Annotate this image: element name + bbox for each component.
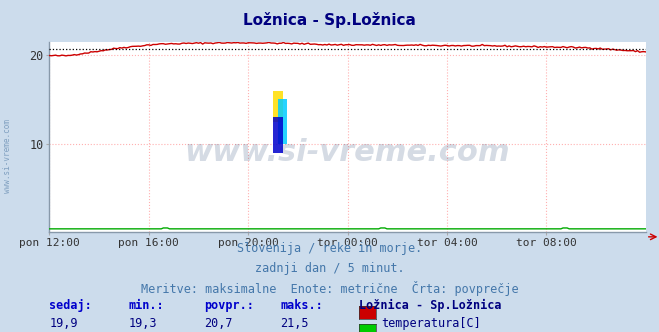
FancyBboxPatch shape — [278, 100, 287, 144]
Text: 21,5: 21,5 — [280, 317, 308, 330]
Text: www.si-vreme.com: www.si-vreme.com — [3, 119, 13, 193]
Text: povpr.:: povpr.: — [204, 299, 254, 312]
Text: Ložnica - Sp.Ložnica: Ložnica - Sp.Ložnica — [243, 12, 416, 28]
Text: 19,9: 19,9 — [49, 317, 78, 330]
Text: Meritve: maksimalne  Enote: metrične  Črta: povprečje: Meritve: maksimalne Enote: metrične Črta… — [140, 281, 519, 296]
Text: 19,3: 19,3 — [129, 317, 157, 330]
Text: Ložnica - Sp.Ložnica: Ložnica - Sp.Ložnica — [359, 299, 501, 312]
Text: zadnji dan / 5 minut.: zadnji dan / 5 minut. — [254, 262, 405, 275]
Text: min.:: min.: — [129, 299, 164, 312]
Text: maks.:: maks.: — [280, 299, 323, 312]
Text: www.si-vreme.com: www.si-vreme.com — [185, 138, 511, 167]
Text: Slovenija / reke in morje.: Slovenija / reke in morje. — [237, 242, 422, 255]
Text: sedaj:: sedaj: — [49, 299, 92, 312]
Text: 20,7: 20,7 — [204, 317, 233, 330]
Text: temperatura[C]: temperatura[C] — [381, 317, 480, 330]
FancyBboxPatch shape — [273, 91, 283, 122]
FancyBboxPatch shape — [273, 117, 283, 153]
